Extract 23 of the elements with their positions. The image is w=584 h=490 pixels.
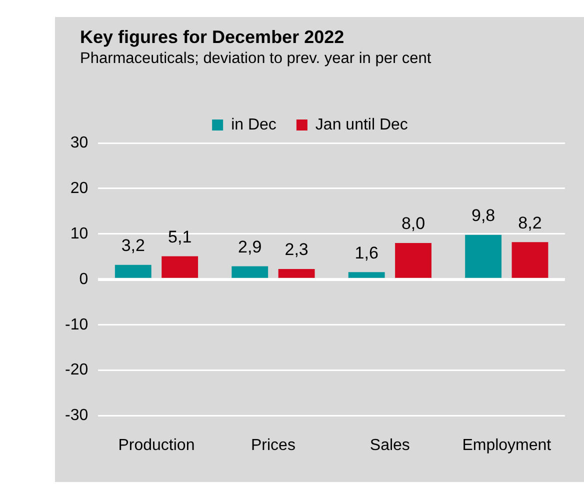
data-label: 9,8 xyxy=(471,206,496,226)
y-tick-label: -10 xyxy=(65,316,88,334)
x-tick-label: Employment xyxy=(462,436,552,454)
chart-title: Key figures for December 2022 xyxy=(80,27,344,48)
data-label: 2,9 xyxy=(238,237,262,256)
x-tick-label: Production xyxy=(118,436,195,454)
y-tick-label: -30 xyxy=(65,407,88,424)
x-tick-label: Sales xyxy=(370,436,410,454)
data-label: 1,6 xyxy=(354,243,378,262)
data-label: 3,2 xyxy=(121,236,145,256)
chart-subtitle: Pharmaceuticals; deviation to prev. year in per cent xyxy=(80,50,432,68)
y-tick-label: 10 xyxy=(70,225,88,242)
data-label: 8,0 xyxy=(401,214,426,234)
x-tick-label: Prices xyxy=(250,436,296,454)
legend-label: in Dec xyxy=(231,116,276,134)
y-tick-label: -20 xyxy=(65,362,88,379)
legend-label: Jan until Dec xyxy=(315,116,408,134)
data-label: 2,3 xyxy=(284,240,308,260)
y-tick-label: 0 xyxy=(79,270,88,288)
y-tick-label: 30 xyxy=(70,134,88,152)
data-label: 5,1 xyxy=(168,227,192,246)
data-label: 8,2 xyxy=(518,213,542,232)
y-tick-label: 20 xyxy=(70,180,88,197)
